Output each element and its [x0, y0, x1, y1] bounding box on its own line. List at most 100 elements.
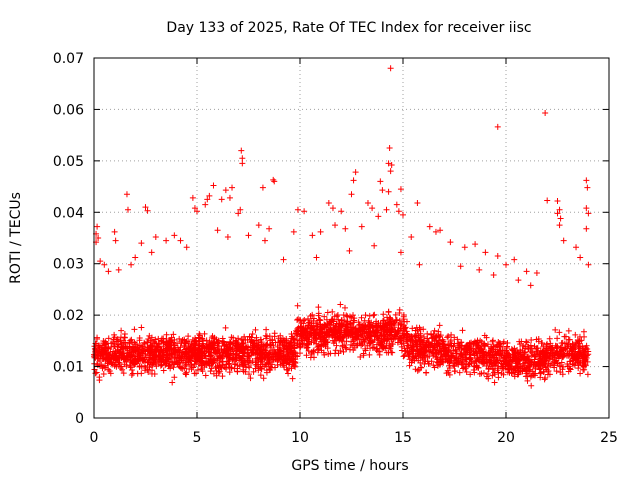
data-point: [177, 365, 184, 372]
data-point: [148, 249, 155, 256]
data-point: [171, 374, 178, 381]
data-point: [94, 334, 101, 341]
data-point: [382, 335, 389, 342]
data-point: [118, 352, 125, 359]
data-point: [350, 177, 357, 184]
data-point: [152, 356, 159, 363]
data-point: [234, 368, 241, 375]
data-point: [266, 333, 273, 340]
data-point: [188, 361, 195, 368]
data-point: [287, 349, 294, 356]
data-point: [195, 334, 202, 341]
data-point: [456, 369, 463, 376]
data-point: [375, 213, 382, 220]
data-point: [115, 344, 122, 351]
y-tick-label: 0.02: [53, 308, 84, 324]
data-point: [112, 237, 119, 244]
data-point: [101, 261, 108, 268]
data-point: [179, 365, 186, 372]
data-point: [99, 356, 106, 363]
data-point: [128, 366, 135, 373]
data-point: [341, 333, 348, 340]
data-point: [240, 366, 247, 373]
data-point: [366, 351, 373, 358]
data-point: [165, 356, 172, 363]
data-point: [101, 365, 108, 372]
data-point: [525, 346, 532, 353]
data-point: [303, 352, 310, 359]
data-point: [318, 325, 325, 332]
data-point: [183, 371, 190, 378]
data-point: [183, 345, 190, 352]
data-point: [92, 370, 99, 377]
data-point: [554, 210, 561, 217]
data-point: [128, 371, 135, 378]
data-point: [94, 223, 101, 230]
data-point: [134, 344, 141, 351]
data-point: [559, 371, 566, 378]
data-point: [160, 367, 167, 374]
data-point: [283, 339, 290, 346]
data-point: [542, 110, 549, 117]
data-point: [352, 329, 359, 336]
data-point: [392, 311, 399, 318]
data-point: [553, 357, 560, 364]
data-point: [170, 364, 177, 371]
data-point: [107, 348, 114, 355]
data-point: [201, 330, 208, 337]
data-point: [178, 338, 185, 345]
data-point: [472, 349, 479, 356]
y-tick-label: 0: [75, 411, 84, 427]
data-point: [341, 327, 348, 334]
data-point: [298, 320, 305, 327]
data-point: [585, 348, 592, 355]
data-point: [342, 225, 349, 232]
data-point: [307, 312, 314, 319]
y-tick-label: 0.03: [53, 257, 84, 273]
data-point: [384, 331, 391, 338]
data-point: [276, 347, 283, 354]
data-point: [144, 359, 151, 366]
data-point: [91, 366, 98, 373]
data-point: [146, 363, 153, 370]
data-point: [321, 340, 328, 347]
data-point: [461, 244, 468, 251]
data-point: [566, 358, 573, 365]
data-point: [111, 342, 118, 349]
data-point: [440, 341, 447, 348]
data-point: [455, 344, 462, 351]
data-point: [374, 327, 381, 334]
data-point: [397, 325, 404, 332]
data-point: [280, 256, 287, 263]
data-point: [400, 333, 407, 340]
data-point: [332, 347, 339, 354]
data-point: [572, 331, 579, 338]
data-point: [343, 345, 350, 352]
data-point: [495, 369, 502, 376]
data-point: [366, 312, 373, 319]
data-point: [461, 364, 468, 371]
data-point: [242, 364, 249, 371]
data-point: [253, 355, 260, 362]
data-point: [128, 261, 135, 268]
data-point: [308, 350, 315, 357]
data-point: [551, 364, 558, 371]
data-point: [376, 348, 383, 355]
data-point: [251, 337, 258, 344]
data-point: [447, 358, 454, 365]
data-point: [461, 358, 468, 365]
data-point: [567, 366, 574, 373]
data-point: [198, 358, 205, 365]
data-point: [457, 263, 464, 270]
data-point: [312, 335, 319, 342]
data-point: [511, 373, 518, 380]
data-point: [335, 320, 342, 327]
data-point: [164, 344, 171, 351]
data-point: [135, 358, 142, 365]
data-point: [269, 361, 276, 368]
data-point: [110, 355, 117, 362]
x-tick-label: 15: [394, 430, 412, 446]
data-point: [419, 356, 426, 363]
data-point: [366, 325, 373, 332]
data-point: [152, 233, 159, 240]
